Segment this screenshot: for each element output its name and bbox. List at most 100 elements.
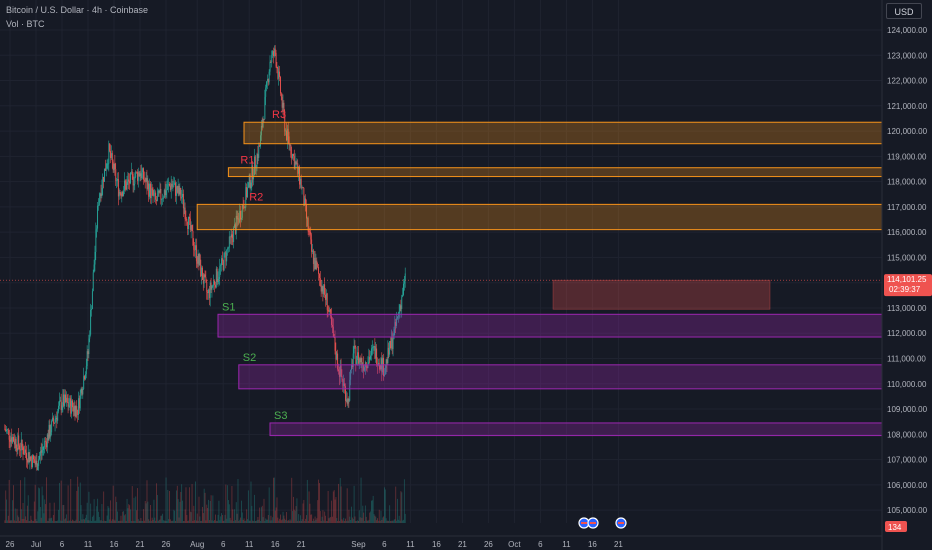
- currency-button[interactable]: USD: [886, 3, 922, 19]
- candle-body: [181, 197, 183, 199]
- candle-body: [280, 76, 281, 94]
- candle-body: [307, 218, 309, 232]
- candle-body: [112, 161, 114, 171]
- candle-body: [23, 454, 25, 455]
- volume-badge-label: 134: [888, 523, 902, 532]
- candle-body: [273, 48, 275, 57]
- candle-body: [91, 309, 92, 310]
- candle-body: [316, 260, 318, 265]
- volume-bar: [22, 502, 24, 523]
- volume-bar: [132, 520, 134, 523]
- volume-bar: [88, 491, 90, 523]
- candle-body: [379, 364, 381, 370]
- candle-body: [204, 274, 206, 278]
- candle-body: [260, 126, 262, 136]
- candle-body: [24, 449, 26, 455]
- candle-body: [287, 128, 289, 137]
- volume-bar: [397, 498, 398, 523]
- candle-body: [244, 207, 246, 209]
- volume-bar: [232, 509, 234, 523]
- volume-bar: [25, 516, 27, 523]
- volume-bar: [206, 504, 208, 523]
- current-price-label: 114,101.25: [887, 275, 927, 284]
- volume-bar: [273, 477, 275, 523]
- volume-bar: [371, 500, 373, 523]
- candle-body: [345, 386, 346, 401]
- candle-body: [117, 179, 119, 197]
- volume-bar: [304, 520, 306, 523]
- candle-body: [269, 61, 271, 72]
- zone-label-s2: S2: [243, 352, 256, 364]
- candle-body: [281, 97, 283, 108]
- volume-bar: [238, 520, 240, 523]
- volume-bar: [275, 507, 277, 523]
- candle-body: [247, 182, 249, 188]
- volume-bar: [390, 520, 392, 523]
- volume-bar: [117, 511, 118, 523]
- volume-bar: [176, 490, 177, 523]
- candle-body: [384, 374, 385, 376]
- candle-body: [363, 364, 365, 371]
- volume-bar: [38, 487, 40, 523]
- volume-bar: [150, 504, 151, 523]
- volume-bar: [335, 497, 337, 523]
- candle-body: [313, 257, 315, 264]
- volume-bar: [67, 485, 69, 523]
- candle-body: [178, 185, 180, 195]
- candle-body: [267, 79, 268, 82]
- volume-bar: [327, 490, 329, 523]
- price-tick: 111,000.00: [887, 355, 926, 364]
- candle-body: [337, 353, 339, 370]
- candle-body: [242, 205, 244, 208]
- candle-body: [268, 71, 270, 83]
- candle-body: [315, 260, 317, 270]
- candle-body: [215, 268, 217, 288]
- candle-body: [203, 274, 205, 284]
- volume-indicator-label[interactable]: Vol · BTC: [6, 19, 45, 29]
- candle-body: [374, 346, 376, 359]
- candle-body: [356, 359, 358, 365]
- volume-bar: [104, 520, 105, 523]
- volume-bar: [93, 499, 95, 523]
- volume-bar: [306, 479, 308, 523]
- volume-bar: [401, 492, 403, 523]
- candle-body: [180, 187, 182, 199]
- candle-body: [377, 362, 379, 366]
- price-tick: 123,000.00: [887, 51, 928, 60]
- symbol-title[interactable]: Bitcoin / U.S. Dollar · 4h · Coinbase: [6, 5, 149, 15]
- candle-body: [93, 264, 95, 273]
- volume-bar: [328, 518, 330, 523]
- candle-body: [177, 185, 179, 193]
- candle-body: [295, 161, 297, 164]
- candle-body: [364, 367, 365, 371]
- candle-body: [212, 284, 214, 287]
- candle-body: [310, 234, 312, 240]
- candle-body: [283, 102, 285, 114]
- candle-body: [66, 397, 68, 403]
- volume-bar: [116, 502, 118, 523]
- volume-bar: [78, 520, 80, 523]
- candle-body: [71, 400, 73, 414]
- volume-bar: [161, 515, 163, 523]
- time-tick: Aug: [190, 540, 204, 549]
- candle-body: [346, 399, 348, 404]
- candle-body: [104, 168, 105, 182]
- volume-bar: [179, 501, 181, 523]
- volume-bar: [345, 520, 347, 523]
- candle-body: [229, 236, 231, 238]
- candle-body: [50, 432, 52, 437]
- candle-body: [155, 192, 157, 200]
- volume-bar: [56, 520, 58, 523]
- volume-bar: [383, 516, 385, 523]
- volume-bar: [74, 521, 76, 523]
- volume-bar: [365, 516, 367, 523]
- candle-body: [118, 192, 120, 197]
- candle-body: [215, 284, 216, 288]
- volume-bar: [311, 514, 313, 523]
- candle-body: [351, 364, 352, 370]
- volume-bar: [139, 521, 141, 523]
- volume-bar: [141, 520, 143, 523]
- volume-bar: [282, 511, 284, 523]
- volume-bar: [234, 520, 236, 523]
